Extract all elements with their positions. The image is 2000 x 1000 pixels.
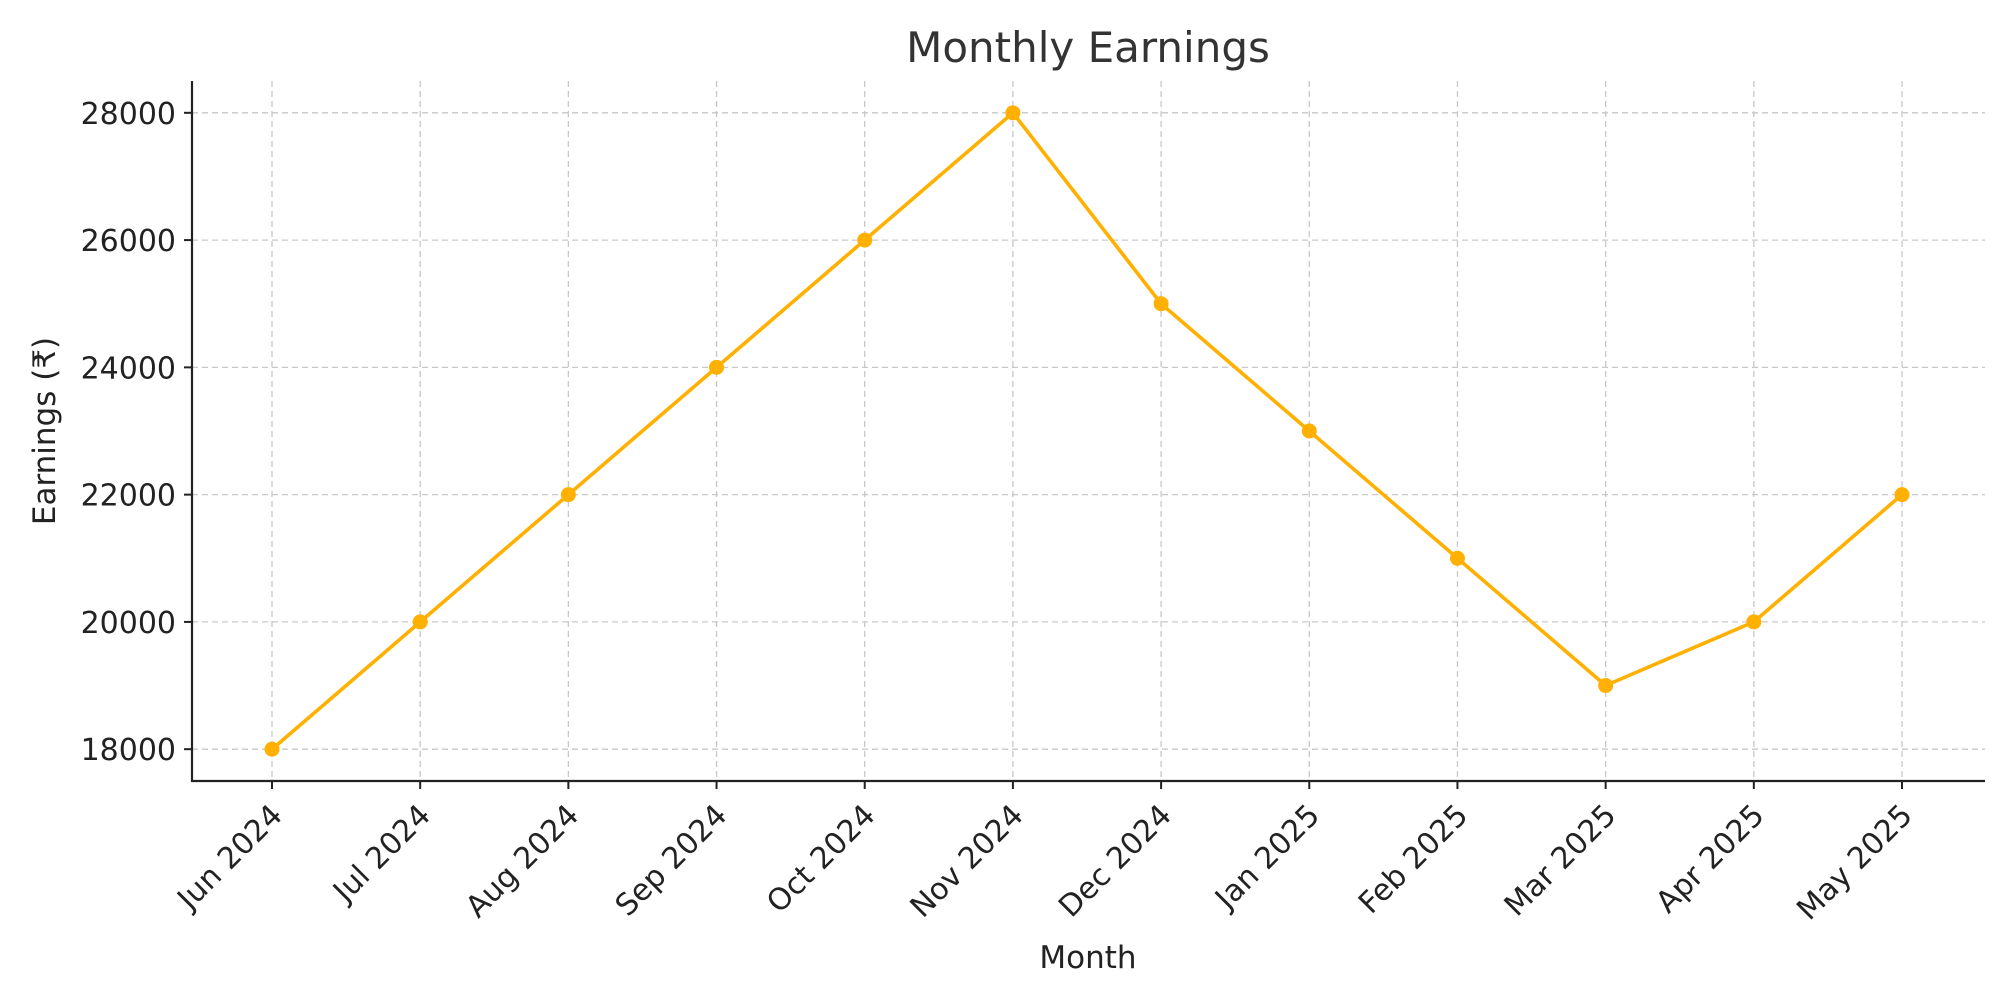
data-point [560,487,576,503]
data-point [1005,105,1021,121]
x-axis-title: Month [1039,940,1136,976]
series [264,105,1910,757]
x-tick-label: Mar 2025 [1498,798,1624,924]
x-tick-label: Aug 2024 [459,798,586,925]
x-tick-label: Feb 2025 [1352,798,1475,921]
x-tick-label: Dec 2024 [1052,798,1179,925]
y-axis-title: Earnings (₹) [27,337,63,525]
data-point [857,232,873,248]
x-tick-label: Sep 2024 [609,798,734,923]
data-point [709,359,725,375]
data-point [1894,487,1910,503]
y-tick-label: 22000 [81,479,176,514]
data-point [1301,423,1317,439]
axes [190,81,1985,783]
data-point [264,741,280,757]
x-tick-label: Jul 2024 [325,798,437,910]
series-line [270,111,1904,752]
x-tick-label: Nov 2024 [904,798,1031,925]
y-tick-label: 24000 [81,351,176,386]
data-point [1598,678,1614,694]
data-point [412,614,428,630]
grid [192,81,1985,781]
data-point [1449,550,1465,566]
x-tick-label: May 2025 [1790,798,1919,927]
x-tick-label: Apr 2025 [1649,798,1771,920]
x-tick-label: Jan 2025 [1207,798,1327,918]
data-point [1746,614,1762,630]
chart-title: Monthly Earnings [906,23,1270,72]
x-tick-label: Oct 2024 [760,798,882,920]
x-tick-label: Jun 2024 [170,798,290,918]
y-tick-label: 20000 [81,606,176,641]
y-tick-label: 18000 [81,733,176,768]
y-tick-label: 28000 [81,97,176,132]
ticks: 18000 20000 22000 24000 26000 28000 Jun 2024 Ju… [81,97,1920,927]
y-tick-label: 26000 [81,224,176,259]
data-point [1153,296,1169,312]
